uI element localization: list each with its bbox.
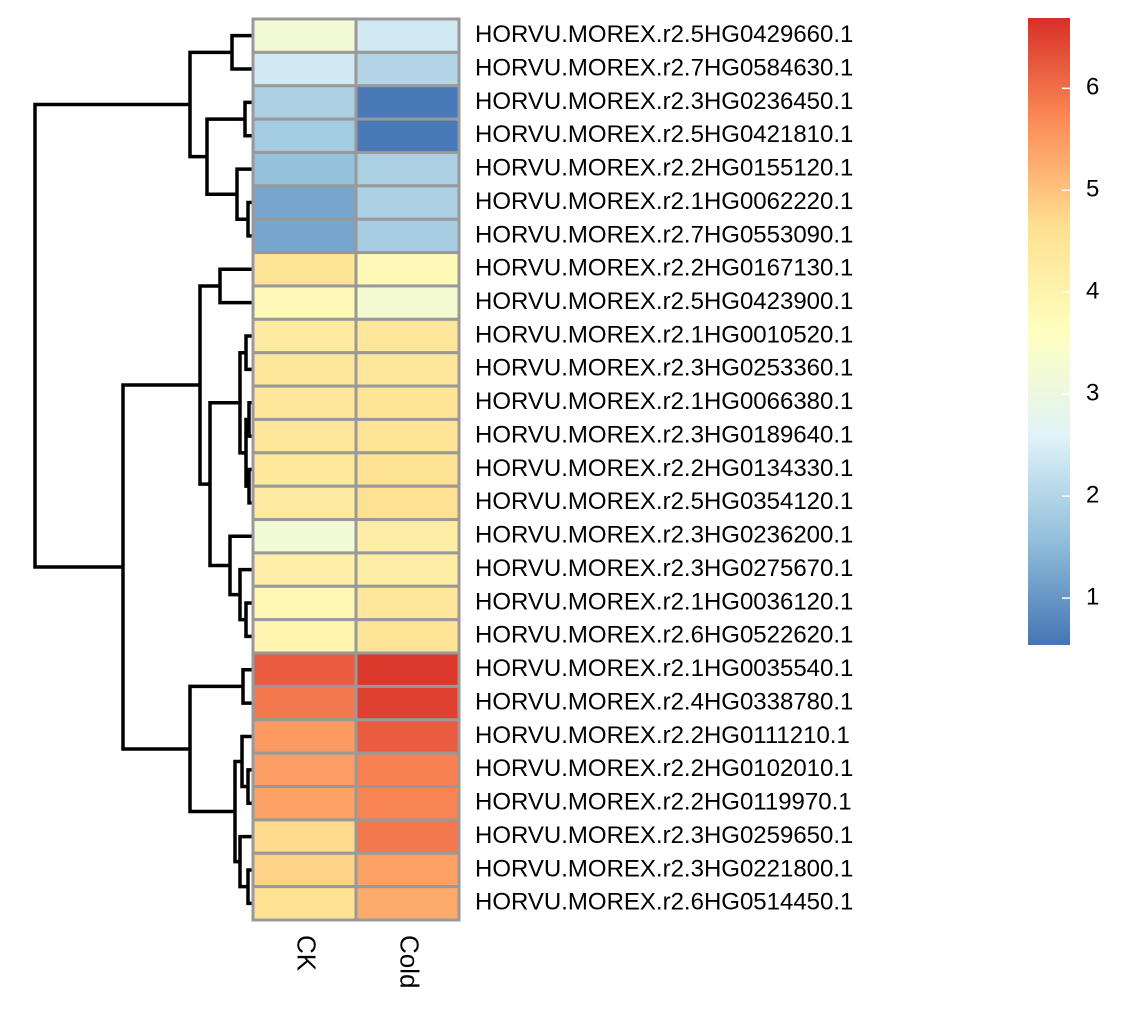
- heatmap-cell: [354, 184, 461, 221]
- heatmap-cell: [251, 518, 358, 555]
- row-label: HORVU.MOREX.r2.2HG0119970.1: [475, 789, 852, 816]
- heatmap-cell: [251, 851, 358, 889]
- color-bar-tick-label: 1: [1086, 583, 1099, 610]
- heatmap-cell: [251, 684, 358, 722]
- row-label: HORVU.MOREX.r2.7HG0553090.1: [475, 221, 853, 248]
- row-label: HORVU.MOREX.r2.3HG0221800.1: [475, 855, 853, 882]
- row-label: HORVU.MOREX.r2.3HG0189640.1: [475, 421, 853, 448]
- heatmap-cell: [354, 317, 461, 355]
- heatmap-cell: [251, 451, 358, 488]
- heatmap-cell: [251, 251, 358, 288]
- row-label: HORVU.MOREX.r2.3HG0259650.1: [475, 822, 853, 849]
- heatmap-cell: [354, 384, 461, 421]
- heatmap-cell: [251, 351, 358, 388]
- row-label: HORVU.MOREX.r2.1HG0066380.1: [475, 388, 853, 415]
- heatmap-cell: [251, 284, 358, 321]
- row-label: HORVU.MOREX.r2.1HG0010520.1: [475, 321, 853, 348]
- heatmap-cell: [354, 117, 461, 154]
- heatmap-cells: [251, 17, 461, 922]
- heatmap-cell: [354, 851, 461, 889]
- heatmap-cell: [354, 651, 461, 688]
- row-label: HORVU.MOREX.r2.5HG0421810.1: [475, 121, 853, 148]
- row-label: HORVU.MOREX.r2.5HG0429660.1: [475, 21, 853, 48]
- heatmap-cell: [251, 217, 358, 255]
- heatmap-cell: [251, 818, 358, 855]
- row-dendrogram: [33, 33, 253, 906]
- heatmap-cell: [354, 17, 461, 54]
- heatmap-cell: [354, 150, 461, 188]
- heatmap-cell: [251, 150, 358, 188]
- row-label: HORVU.MOREX.r2.1HG0036120.1: [475, 588, 853, 615]
- heatmap-cell: [251, 751, 358, 789]
- heatmap-cell: [354, 551, 461, 588]
- heatmap-cell: [354, 451, 461, 488]
- heatmap-cell: [354, 885, 461, 922]
- heatmap-cell: [251, 484, 358, 522]
- heatmap-cell: [354, 351, 461, 388]
- color-bar-tick-label: 2: [1086, 481, 1099, 508]
- heatmap-cell: [354, 584, 461, 622]
- row-label: HORVU.MOREX.r2.3HG0253360.1: [475, 355, 853, 382]
- row-label: HORVU.MOREX.r2.2HG0155120.1: [475, 155, 853, 182]
- heatmap-cell: [251, 317, 358, 355]
- heatmap-cell: [354, 718, 461, 755]
- heatmap-cell: [251, 618, 358, 655]
- heatmap-cell: [251, 117, 358, 154]
- heatmap-cell: [354, 785, 461, 822]
- heatmap-cell: [354, 751, 461, 789]
- column-label: CK: [292, 935, 322, 972]
- color-bar: [1028, 18, 1070, 645]
- column-label: Cold: [395, 935, 425, 988]
- row-label: HORVU.MOREX.r2.3HG0275670.1: [475, 555, 853, 582]
- row-label: HORVU.MOREX.r2.3HG0236200.1: [475, 522, 853, 549]
- row-label: HORVU.MOREX.r2.4HG0338780.1: [475, 688, 853, 715]
- row-label: HORVU.MOREX.r2.1HG0062220.1: [475, 188, 853, 215]
- color-bar-tick-label: 3: [1086, 380, 1099, 407]
- row-label: HORVU.MOREX.r2.5HG0354120.1: [475, 488, 853, 515]
- heatmap-cell: [354, 50, 461, 88]
- row-label: HORVU.MOREX.r2.2HG0134330.1: [475, 455, 853, 482]
- row-label: HORVU.MOREX.r2.1HG0035540.1: [475, 655, 853, 682]
- heatmap-cell: [251, 584, 358, 622]
- heatmap-cell: [354, 818, 461, 855]
- color-bar-tick-label: 4: [1086, 278, 1099, 305]
- row-label: HORVU.MOREX.r2.6HG0522620.1: [475, 622, 853, 649]
- heatmap-cell: [251, 17, 358, 54]
- color-bar-tick-label: 6: [1086, 74, 1099, 101]
- heatmap-cell: [251, 417, 358, 455]
- heatmap-cell: [251, 50, 358, 88]
- heatmap-cell: [354, 251, 461, 288]
- heatmap-cell: [354, 484, 461, 522]
- heatmap-cell: [354, 618, 461, 655]
- heatmap-cell: [354, 284, 461, 321]
- heatmap-cell: [354, 84, 461, 121]
- heatmap-cell: [354, 417, 461, 455]
- row-label: HORVU.MOREX.r2.2HG0167130.1: [475, 255, 853, 282]
- row-label: HORVU.MOREX.r2.6HG0514450.1: [475, 889, 853, 916]
- color-bar-tick-label: 5: [1086, 176, 1099, 203]
- heatmap-cell: [354, 518, 461, 555]
- heatmap-cell: [251, 184, 358, 221]
- heatmap-cell: [251, 718, 358, 755]
- dendrogram-branches: [33, 33, 253, 906]
- row-label: HORVU.MOREX.r2.2HG0111210.1: [475, 722, 850, 749]
- heatmap-cell: [251, 651, 358, 688]
- heatmap-cell: [251, 384, 358, 421]
- heatmap-cell: [251, 885, 358, 922]
- heatmap-cell: [251, 84, 358, 121]
- row-label: HORVU.MOREX.r2.5HG0423900.1: [475, 288, 853, 315]
- row-label: HORVU.MOREX.r2.3HG0236450.1: [475, 88, 853, 115]
- row-label: HORVU.MOREX.r2.2HG0102010.1: [475, 755, 853, 782]
- heatmap-cell: [354, 684, 461, 722]
- heatmap-cell: [251, 551, 358, 588]
- heatmap-cell: [354, 217, 461, 255]
- heatmap-cell: [251, 785, 358, 822]
- row-label: HORVU.MOREX.r2.7HG0584630.1: [475, 54, 853, 81]
